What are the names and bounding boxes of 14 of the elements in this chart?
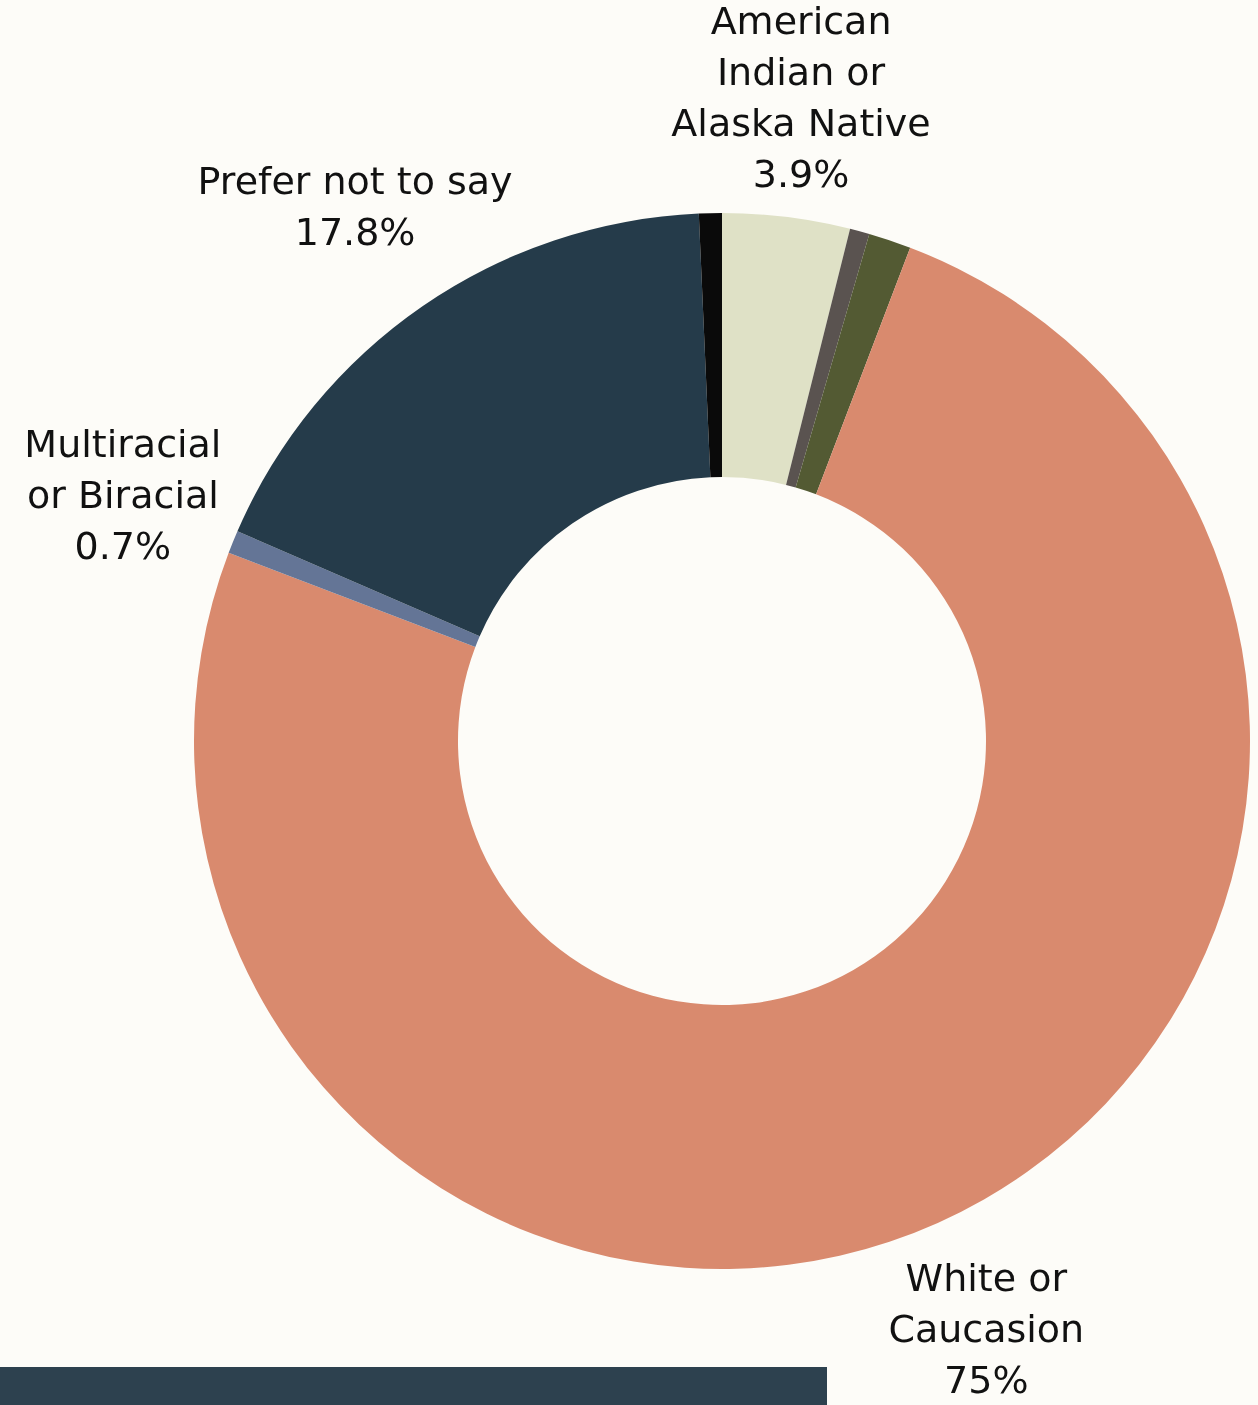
donut-slice xyxy=(237,213,711,637)
slice-label: American Indian or Alaska Native xyxy=(671,0,931,145)
slice-label: Prefer not to say xyxy=(197,158,513,203)
donut-slice xyxy=(228,531,480,647)
donut-slice xyxy=(795,233,911,495)
data-label: 3.9% xyxy=(752,151,850,196)
data-label: 75% xyxy=(944,1357,1029,1402)
donut-slice xyxy=(722,213,851,485)
slice-label: Multiracial or Biracial xyxy=(24,421,222,517)
donut-slice xyxy=(786,228,870,488)
slice-label: White or Caucasion xyxy=(888,1255,1085,1351)
data-label: 17.8% xyxy=(294,209,416,254)
donut-slice xyxy=(698,213,722,478)
data-label: 0.7% xyxy=(74,523,172,568)
